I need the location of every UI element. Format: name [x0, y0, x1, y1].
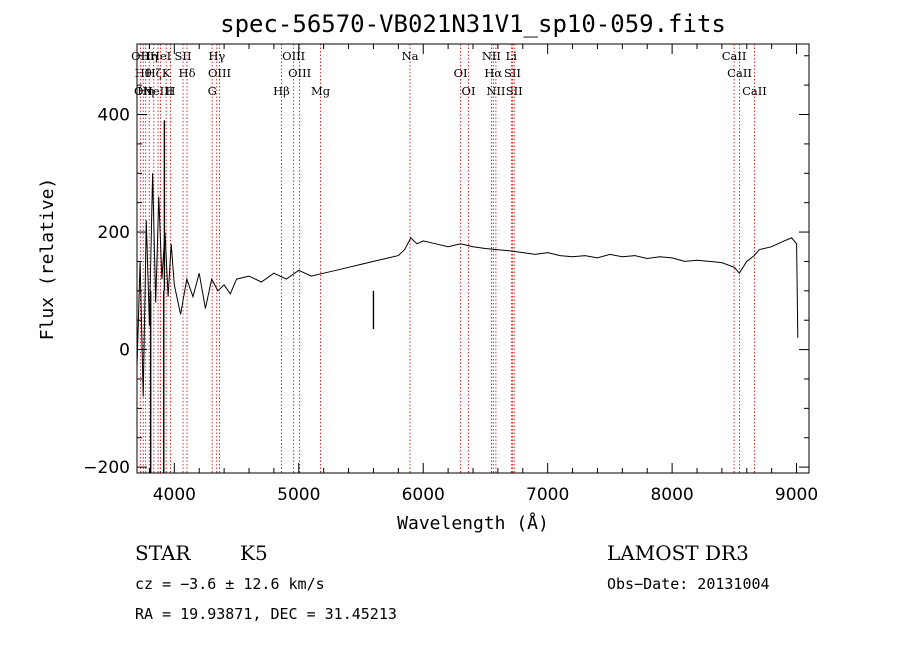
x-tick-label: 5000	[277, 485, 320, 505]
spectral-line-label: NII	[482, 49, 501, 63]
spectral-line-label: Hη	[141, 49, 158, 63]
y-tick-label: 0	[119, 341, 130, 361]
spectral-line-label: K	[162, 66, 171, 80]
x-axis-ticks: 4000 5000 6000 7000 8000 9000	[148, 44, 818, 505]
spectral-line-label: Mg	[311, 84, 331, 98]
spectral-line-label: OI	[462, 84, 476, 98]
object-subclass: K5	[240, 541, 268, 565]
spectral-line-label: NeIII	[143, 84, 174, 98]
spectral-line-label: Hθ	[135, 66, 152, 80]
spectral-line-label: CaII	[722, 49, 747, 63]
spectral-line-label: SII	[506, 84, 523, 98]
spectral-line-label: Hβ	[273, 84, 290, 98]
y-tick-label: −200	[83, 458, 130, 478]
spectrum-series	[136, 120, 799, 473]
spectral-line-label: Na	[402, 49, 419, 63]
redshift-info: cz = −3.6 ± 12.6 km/s	[135, 575, 325, 593]
object-class: STAR	[135, 541, 191, 565]
spectral-line-label: OIII	[288, 66, 311, 80]
spectral-line-label: OII	[134, 84, 153, 98]
y-axis-ticks: −200 0 200 400	[83, 55, 809, 478]
spectral-line-label: CaII	[727, 66, 752, 80]
x-tick-label: 4000	[153, 485, 196, 505]
spectral-line-markers	[139, 44, 755, 473]
spectral-line-label: H	[165, 84, 175, 98]
x-tick-label: 8000	[650, 485, 693, 505]
spectral-line-label: G	[208, 84, 217, 98]
spectral-line-label: OIII	[208, 66, 231, 80]
spectral-line-label: SII	[175, 49, 192, 63]
spectral-line-label: Hδ	[179, 66, 196, 80]
spectrum-line	[136, 173, 799, 397]
spectral-line-label: Hη	[137, 84, 154, 98]
coordinates: RA = 19.93871, DEC = 31.45213	[135, 605, 397, 623]
spectral-line-label: Hγ	[208, 49, 225, 63]
spectral-line-label: CaII	[742, 84, 767, 98]
spectral-line-labels: OIIHθOIIHηHηHζNeIIIHeIKHSIIHδGHγOIIIHβOI…	[131, 49, 767, 98]
x-tick-label: 6000	[402, 485, 445, 505]
spectral-line-label: Hζ	[146, 66, 162, 80]
y-tick-label: 200	[98, 223, 130, 243]
spectral-line-label: SII	[504, 66, 521, 80]
spectral-line-label: Hα	[484, 66, 502, 80]
chart-title: spec-56570-VB021N31V1_sp10-059.fits	[220, 10, 726, 38]
plot-frame	[136, 43, 810, 474]
spectral-line-label: OI	[454, 66, 468, 80]
survey-name: LAMOST DR3	[607, 541, 749, 565]
y-axis-label: Flux (relative)	[37, 178, 58, 341]
y-tick-label: 400	[98, 106, 130, 126]
spectral-line-label: HeI	[150, 49, 171, 63]
observation-date: Obs−Date: 20131004	[607, 575, 770, 593]
spectral-line-label: OIII	[282, 49, 305, 63]
x-tick-label: 9000	[775, 485, 818, 505]
x-axis-label: Wavelength (Å)	[397, 512, 549, 534]
spectral-line-label: NII	[486, 84, 505, 98]
spectral-line-label: Li	[506, 49, 518, 63]
x-tick-label: 7000	[526, 485, 569, 505]
